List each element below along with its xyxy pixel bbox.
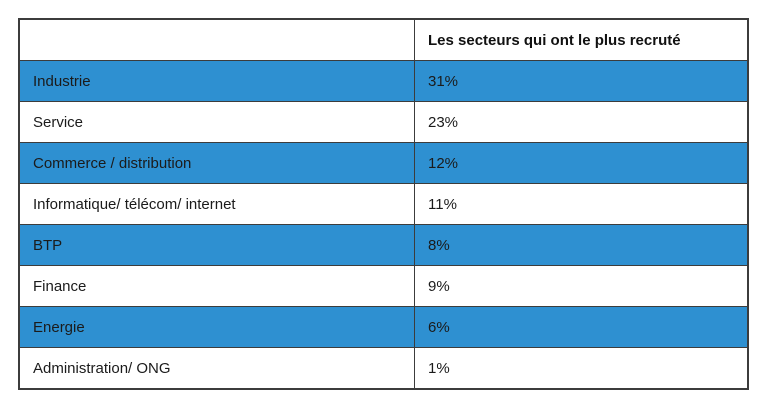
value-cell: 9% [414,265,749,307]
table-row: Commerce / distribution 12% [18,142,749,184]
table-row: Administration/ ONG 1% [18,347,749,390]
value-cell: 11% [414,183,749,225]
table-row: Industrie 31% [18,60,749,102]
table-body: Industrie 31% Service 23% Commerce / dis… [18,60,749,390]
sector-cell: Energie [18,306,415,348]
table-row: Informatique/ télécom/ internet 11% [18,183,749,225]
sector-cell: Informatique/ télécom/ internet [18,183,415,225]
value-cell: 12% [414,142,749,184]
table-row: BTP 8% [18,224,749,266]
header-title: Les secteurs qui ont le plus recruté [414,18,749,61]
table-row: Finance 9% [18,265,749,307]
value-cell: 8% [414,224,749,266]
sectors-table: Les secteurs qui ont le plus recruté Ind… [18,18,749,390]
sector-cell: Industrie [18,60,415,102]
value-cell: 6% [414,306,749,348]
sector-cell: Administration/ ONG [18,347,415,390]
value-cell: 31% [414,60,749,102]
sector-cell: Finance [18,265,415,307]
value-cell: 1% [414,347,749,390]
sector-cell: BTP [18,224,415,266]
header-sector-cell [18,18,415,61]
table-row: Service 23% [18,101,749,143]
header-row: Les secteurs qui ont le plus recruté [18,18,749,61]
table-row: Energie 6% [18,306,749,348]
sector-cell: Service [18,101,415,143]
sector-cell: Commerce / distribution [18,142,415,184]
value-cell: 23% [414,101,749,143]
